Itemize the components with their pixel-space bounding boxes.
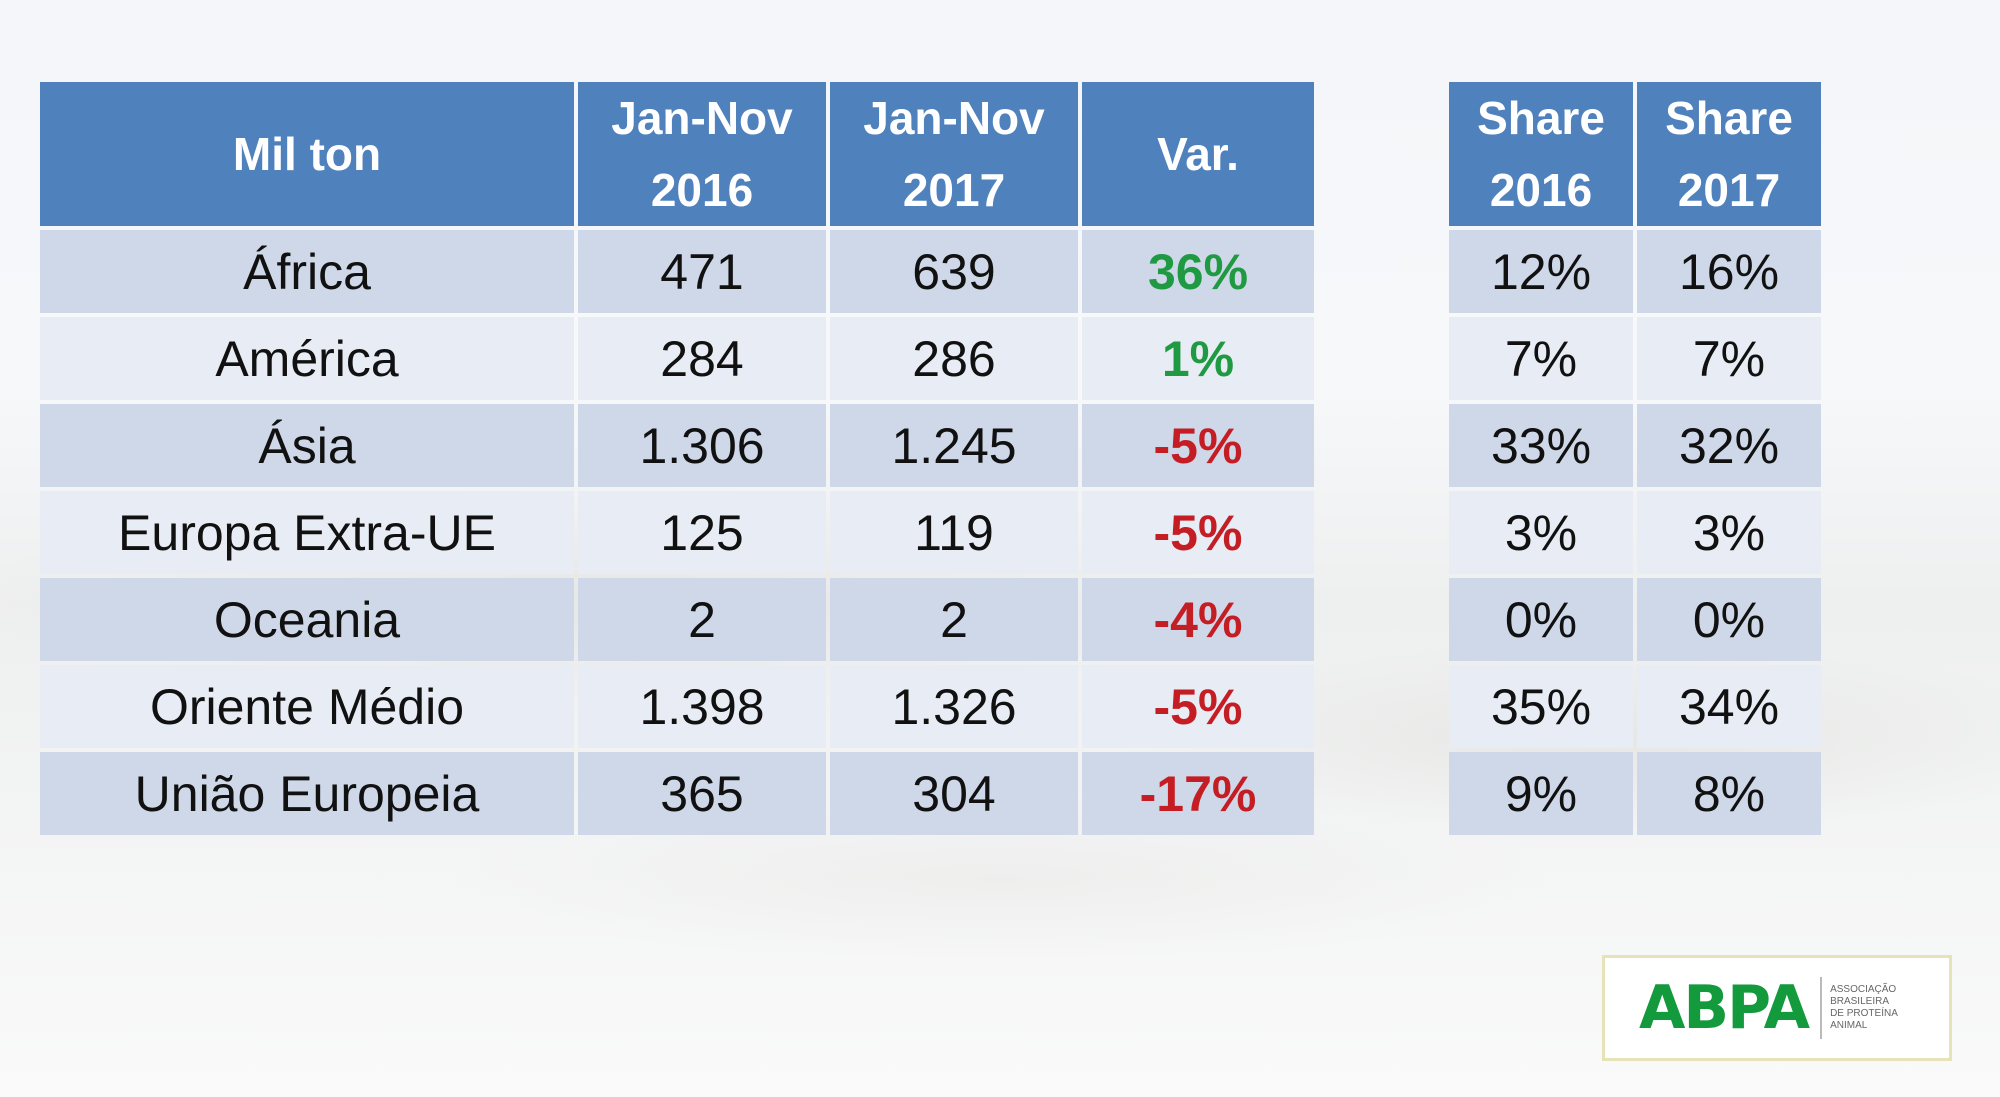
share-2016-cell: 9% xyxy=(1449,752,1633,835)
abpa-logo-subtitle: ASSOCIAÇÃO BRASILEIRA DE PROTEÍNA ANIMAL xyxy=(1830,984,1898,1031)
variation-cell: -17% xyxy=(1082,752,1314,835)
table-row: 33% 32% xyxy=(1449,404,1821,487)
variation-cell: 1% xyxy=(1082,317,1314,400)
header-share-2016: Share 2016 xyxy=(1449,82,1633,226)
variation-cell: -5% xyxy=(1082,404,1314,487)
header-jan-nov-2016: Jan-Nov 2016 xyxy=(578,82,826,226)
exports-by-region-table: Mil ton Jan-Nov 2016 Jan-Nov 2017 Var. Á… xyxy=(36,78,1318,839)
table-row: 3% 3% xyxy=(1449,491,1821,574)
value-2016-cell: 1.398 xyxy=(578,665,826,748)
value-2017-cell: 286 xyxy=(830,317,1078,400)
table-row: Europa Extra-UE 125 119 -5% xyxy=(40,491,1314,574)
value-2016-cell: 1.306 xyxy=(578,404,826,487)
table-row: Ásia 1.306 1.245 -5% xyxy=(40,404,1314,487)
value-2017-cell: 304 xyxy=(830,752,1078,835)
table-row: 12% 16% xyxy=(1449,230,1821,313)
share-2017-cell: 0% xyxy=(1637,578,1821,661)
region-cell: Oriente Médio xyxy=(40,665,574,748)
share-2016-cell: 12% xyxy=(1449,230,1633,313)
abpa-logo: ABPA ASSOCIAÇÃO BRASILEIRA DE PROTEÍNA A… xyxy=(1602,955,1952,1061)
table-row: Oceania 2 2 -4% xyxy=(40,578,1314,661)
table-row: União Europeia 365 304 -17% xyxy=(40,752,1314,835)
value-2016-cell: 471 xyxy=(578,230,826,313)
value-2016-cell: 2 xyxy=(578,578,826,661)
logo-divider xyxy=(1820,977,1823,1039)
value-2017-cell: 1.326 xyxy=(830,665,1078,748)
share-2017-cell: 16% xyxy=(1637,230,1821,313)
share-2016-cell: 33% xyxy=(1449,404,1633,487)
table-row: 7% 7% xyxy=(1449,317,1821,400)
variation-cell: 36% xyxy=(1082,230,1314,313)
share-2017-cell: 7% xyxy=(1637,317,1821,400)
share-2016-cell: 3% xyxy=(1449,491,1633,574)
table-row: Oriente Médio 1.398 1.326 -5% xyxy=(40,665,1314,748)
share-2017-cell: 8% xyxy=(1637,752,1821,835)
region-cell: Oceania xyxy=(40,578,574,661)
variation-cell: -5% xyxy=(1082,665,1314,748)
table-row: 35% 34% xyxy=(1449,665,1821,748)
share-2016-cell: 7% xyxy=(1449,317,1633,400)
share-2016-cell: 35% xyxy=(1449,665,1633,748)
header-share-2017: Share 2017 xyxy=(1637,82,1821,226)
value-2016-cell: 365 xyxy=(578,752,826,835)
region-cell: África xyxy=(40,230,574,313)
share-2017-cell: 34% xyxy=(1637,665,1821,748)
header-jan-nov-2017: Jan-Nov 2017 xyxy=(830,82,1078,226)
table-row: África 471 639 36% xyxy=(40,230,1314,313)
value-2016-cell: 284 xyxy=(578,317,826,400)
abpa-logo-mark: ABPA xyxy=(1639,973,1810,1043)
table-row: 0% 0% xyxy=(1449,578,1821,661)
share-2017-cell: 3% xyxy=(1637,491,1821,574)
variation-cell: -5% xyxy=(1082,491,1314,574)
region-cell: Ásia xyxy=(40,404,574,487)
table-row: América 284 286 1% xyxy=(40,317,1314,400)
share-2016-cell: 0% xyxy=(1449,578,1633,661)
value-2016-cell: 125 xyxy=(578,491,826,574)
header-mil-ton: Mil ton xyxy=(40,82,574,226)
variation-cell: -4% xyxy=(1082,578,1314,661)
value-2017-cell: 2 xyxy=(830,578,1078,661)
table-row: 9% 8% xyxy=(1449,752,1821,835)
main-table-header-row: Mil ton Jan-Nov 2016 Jan-Nov 2017 Var. xyxy=(40,82,1314,226)
share-table: Share 2016 Share 2017 12% 16% 7% 7% 33% … xyxy=(1445,78,1825,839)
region-cell: Europa Extra-UE xyxy=(40,491,574,574)
header-var: Var. xyxy=(1082,82,1314,226)
region-cell: América xyxy=(40,317,574,400)
share-table-header-row: Share 2016 Share 2017 xyxy=(1449,82,1821,226)
value-2017-cell: 1.245 xyxy=(830,404,1078,487)
value-2017-cell: 119 xyxy=(830,491,1078,574)
share-2017-cell: 32% xyxy=(1637,404,1821,487)
region-cell: União Europeia xyxy=(40,752,574,835)
value-2017-cell: 639 xyxy=(830,230,1078,313)
